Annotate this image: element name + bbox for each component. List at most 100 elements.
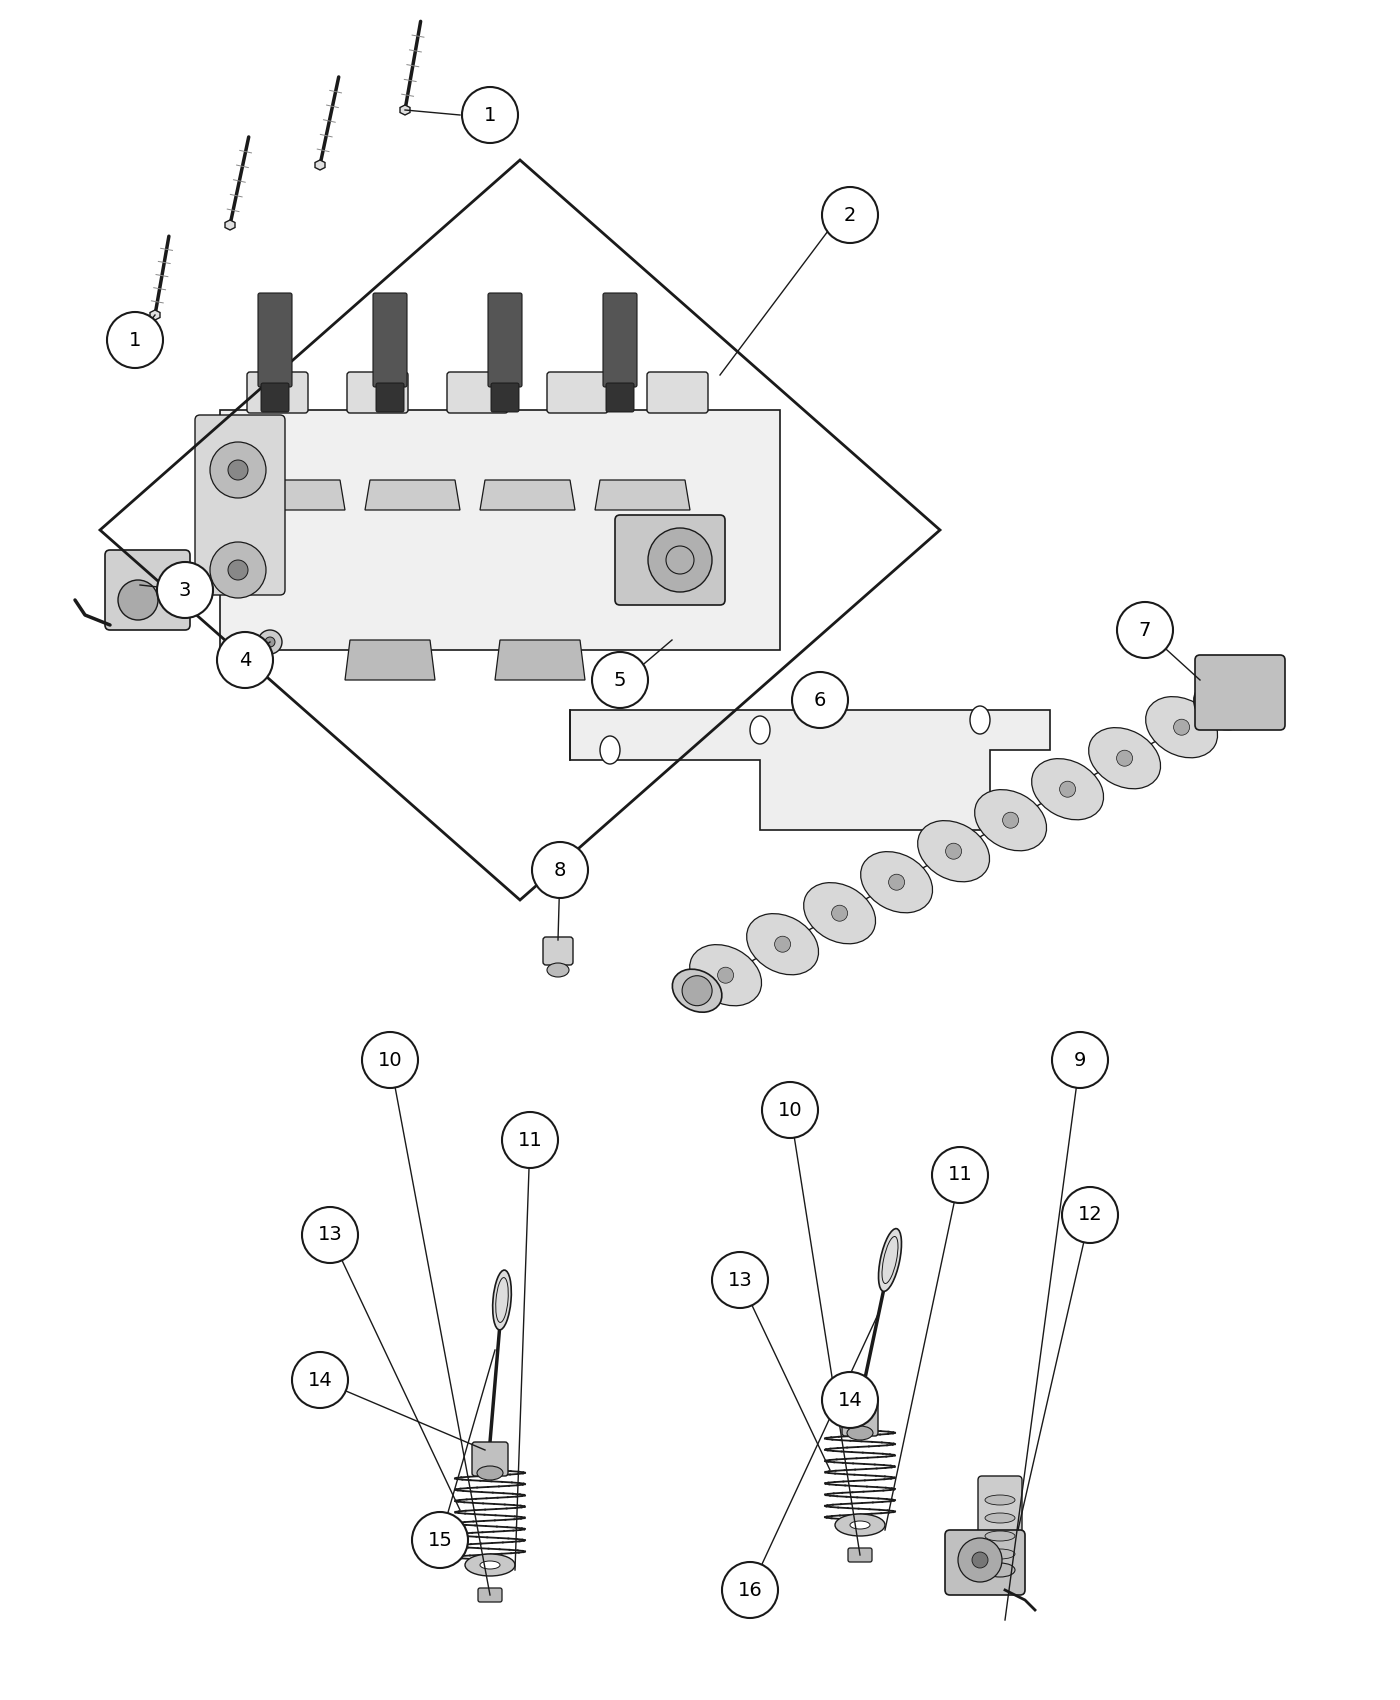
Circle shape xyxy=(1117,602,1173,658)
Polygon shape xyxy=(480,479,575,510)
Polygon shape xyxy=(251,479,344,510)
Ellipse shape xyxy=(746,913,819,974)
Text: 14: 14 xyxy=(308,1370,332,1389)
Ellipse shape xyxy=(804,882,875,944)
Circle shape xyxy=(462,87,518,143)
Text: 3: 3 xyxy=(179,580,192,600)
Text: 1: 1 xyxy=(129,330,141,350)
Circle shape xyxy=(932,1148,988,1204)
FancyBboxPatch shape xyxy=(489,292,522,388)
FancyBboxPatch shape xyxy=(606,382,634,411)
Circle shape xyxy=(889,874,904,891)
FancyBboxPatch shape xyxy=(246,372,308,413)
Circle shape xyxy=(972,1552,988,1567)
Ellipse shape xyxy=(917,821,990,882)
Circle shape xyxy=(412,1511,468,1567)
Circle shape xyxy=(1063,1187,1119,1243)
Ellipse shape xyxy=(1194,682,1249,729)
Circle shape xyxy=(722,1562,778,1618)
Polygon shape xyxy=(365,479,461,510)
Ellipse shape xyxy=(547,962,568,978)
Ellipse shape xyxy=(850,1522,869,1528)
Circle shape xyxy=(718,967,734,983)
Polygon shape xyxy=(570,711,1050,830)
FancyBboxPatch shape xyxy=(547,372,608,413)
Text: 12: 12 xyxy=(1078,1205,1102,1224)
FancyBboxPatch shape xyxy=(447,372,508,413)
Ellipse shape xyxy=(1032,758,1103,819)
Circle shape xyxy=(1173,719,1190,734)
FancyBboxPatch shape xyxy=(260,382,288,411)
Circle shape xyxy=(713,1251,769,1307)
Circle shape xyxy=(265,638,274,648)
Circle shape xyxy=(503,1112,559,1168)
Text: 10: 10 xyxy=(777,1100,802,1120)
Ellipse shape xyxy=(672,969,722,1011)
Text: 9: 9 xyxy=(1074,1051,1086,1069)
Ellipse shape xyxy=(986,1549,1015,1559)
Circle shape xyxy=(302,1207,358,1263)
Text: 11: 11 xyxy=(948,1166,973,1185)
FancyBboxPatch shape xyxy=(258,292,293,388)
Circle shape xyxy=(106,313,162,367)
Ellipse shape xyxy=(480,1561,500,1569)
Circle shape xyxy=(532,842,588,898)
Ellipse shape xyxy=(750,716,770,745)
Circle shape xyxy=(774,937,791,952)
FancyBboxPatch shape xyxy=(615,515,725,605)
Circle shape xyxy=(762,1081,818,1137)
Text: 14: 14 xyxy=(837,1391,862,1409)
Text: 16: 16 xyxy=(738,1581,763,1600)
Polygon shape xyxy=(400,105,410,116)
Circle shape xyxy=(682,976,713,1006)
FancyBboxPatch shape xyxy=(377,382,405,411)
FancyBboxPatch shape xyxy=(1196,654,1285,729)
FancyBboxPatch shape xyxy=(477,1588,503,1601)
Text: 15: 15 xyxy=(427,1530,452,1549)
FancyBboxPatch shape xyxy=(603,292,637,388)
FancyBboxPatch shape xyxy=(220,410,780,649)
FancyBboxPatch shape xyxy=(647,372,708,413)
FancyBboxPatch shape xyxy=(195,415,286,595)
Circle shape xyxy=(157,563,213,619)
Circle shape xyxy=(228,461,248,479)
Circle shape xyxy=(118,580,158,620)
Ellipse shape xyxy=(1145,697,1218,758)
Ellipse shape xyxy=(986,1513,1015,1523)
Circle shape xyxy=(228,559,248,580)
Text: 7: 7 xyxy=(1138,620,1151,639)
Ellipse shape xyxy=(690,945,762,1006)
Circle shape xyxy=(648,529,713,592)
Text: 11: 11 xyxy=(518,1130,542,1149)
Ellipse shape xyxy=(974,789,1047,850)
FancyBboxPatch shape xyxy=(543,937,573,966)
Circle shape xyxy=(1002,813,1019,828)
Polygon shape xyxy=(344,639,435,680)
Ellipse shape xyxy=(970,706,990,734)
Ellipse shape xyxy=(986,1562,1015,1578)
Ellipse shape xyxy=(1089,728,1161,789)
Circle shape xyxy=(363,1032,419,1088)
Text: 10: 10 xyxy=(378,1051,402,1069)
Polygon shape xyxy=(496,639,585,680)
FancyBboxPatch shape xyxy=(491,382,519,411)
Text: 13: 13 xyxy=(728,1270,752,1290)
Circle shape xyxy=(958,1538,1002,1583)
Ellipse shape xyxy=(477,1465,503,1481)
FancyBboxPatch shape xyxy=(105,551,190,631)
Text: 1: 1 xyxy=(484,105,496,124)
Text: 8: 8 xyxy=(554,860,566,879)
Polygon shape xyxy=(150,309,160,320)
FancyBboxPatch shape xyxy=(472,1442,508,1476)
Circle shape xyxy=(945,843,962,859)
Text: 4: 4 xyxy=(239,651,251,670)
Circle shape xyxy=(1117,750,1133,767)
Ellipse shape xyxy=(861,852,932,913)
Circle shape xyxy=(210,542,266,598)
Ellipse shape xyxy=(986,1494,1015,1504)
Circle shape xyxy=(592,653,648,707)
Ellipse shape xyxy=(465,1554,515,1576)
Ellipse shape xyxy=(986,1532,1015,1540)
FancyBboxPatch shape xyxy=(979,1476,1022,1574)
Text: 13: 13 xyxy=(318,1226,343,1244)
